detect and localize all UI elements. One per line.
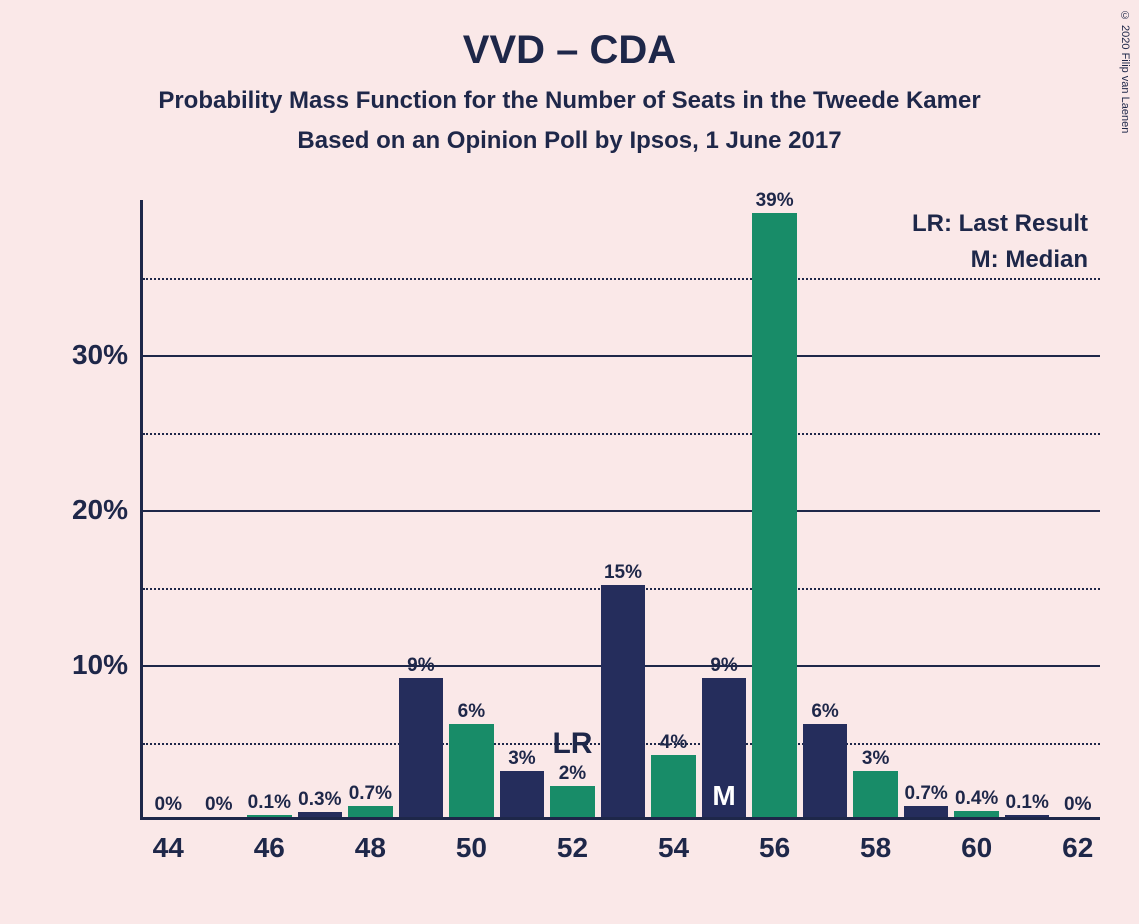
bar-value-label: 39% bbox=[756, 190, 794, 212]
x-axis-label: 50 bbox=[456, 832, 487, 864]
marker-last-result: LR bbox=[552, 727, 592, 761]
chart-legend: LR: Last Result M: Median bbox=[912, 206, 1088, 278]
x-axis-label: 62 bbox=[1062, 832, 1093, 864]
gridline-major bbox=[143, 355, 1100, 357]
bar bbox=[752, 213, 796, 818]
marker-median: M bbox=[712, 780, 735, 812]
legend-m: M: Median bbox=[912, 242, 1088, 278]
x-axis-label: 46 bbox=[254, 832, 285, 864]
y-axis-label: 10% bbox=[72, 649, 128, 681]
plot-area: LR: Last Result M: Median 10%20%30%44464… bbox=[140, 200, 1100, 820]
chart-titles: VVD – CDA Probability Mass Function for … bbox=[0, 0, 1139, 155]
bar-value-label: 15% bbox=[604, 562, 642, 584]
legend-lr: LR: Last Result bbox=[912, 206, 1088, 242]
x-axis-label: 60 bbox=[961, 832, 992, 864]
x-axis-label: 52 bbox=[557, 832, 588, 864]
bar bbox=[550, 786, 594, 817]
bar bbox=[247, 815, 291, 817]
bar bbox=[803, 724, 847, 817]
chart-source: Based on an Opinion Poll by Ipsos, 1 Jun… bbox=[0, 127, 1139, 155]
bar bbox=[651, 755, 695, 817]
x-axis-label: 54 bbox=[658, 832, 689, 864]
chart-subtitle: Probability Mass Function for the Number… bbox=[0, 87, 1139, 115]
bar bbox=[853, 771, 897, 818]
chart-area: LR: Last Result M: Median 10% 20% 30% 44 46 4… bbox=[60, 200, 1100, 900]
x-axis-label: 48 bbox=[355, 832, 386, 864]
bar bbox=[399, 678, 443, 818]
bar bbox=[500, 771, 544, 818]
copyright-text: © 2020 Filip van Laenen bbox=[1119, 10, 1131, 133]
bar-value-label: 0% bbox=[205, 794, 232, 816]
bar-value-label: 0.7% bbox=[349, 783, 392, 805]
bar-value-label: 6% bbox=[458, 701, 485, 723]
bar-value-label: 9% bbox=[407, 655, 434, 677]
bar bbox=[348, 806, 392, 817]
bar bbox=[1005, 815, 1049, 817]
bar bbox=[954, 811, 998, 817]
gridline-minor bbox=[143, 278, 1100, 280]
gridline-minor bbox=[143, 433, 1100, 435]
bar-value-label: 2% bbox=[559, 763, 586, 785]
bar bbox=[449, 724, 493, 817]
bar-value-label: 0.3% bbox=[298, 789, 341, 811]
bar-value-label: 9% bbox=[710, 655, 737, 677]
bar-value-label: 3% bbox=[862, 748, 889, 770]
bar-value-label: 0.4% bbox=[955, 788, 998, 810]
bar-value-label: 0.7% bbox=[905, 783, 948, 805]
chart-title: VVD – CDA bbox=[0, 28, 1139, 73]
x-axis-label: 56 bbox=[759, 832, 790, 864]
gridline-major bbox=[143, 510, 1100, 512]
bar bbox=[298, 812, 342, 817]
bar-value-label: 4% bbox=[660, 732, 687, 754]
x-axis-label: 44 bbox=[153, 832, 184, 864]
bar-value-label: 0% bbox=[155, 794, 182, 816]
bar bbox=[601, 585, 645, 818]
y-axis-label: 20% bbox=[72, 494, 128, 526]
bar bbox=[904, 806, 948, 817]
y-axis-label: 30% bbox=[72, 339, 128, 371]
bar-value-label: 0.1% bbox=[1006, 792, 1049, 814]
bar-value-label: 6% bbox=[811, 701, 838, 723]
x-axis-label: 58 bbox=[860, 832, 891, 864]
bar-value-label: 0% bbox=[1064, 794, 1091, 816]
bar-value-label: 3% bbox=[508, 748, 535, 770]
bar-value-label: 0.1% bbox=[248, 792, 291, 814]
